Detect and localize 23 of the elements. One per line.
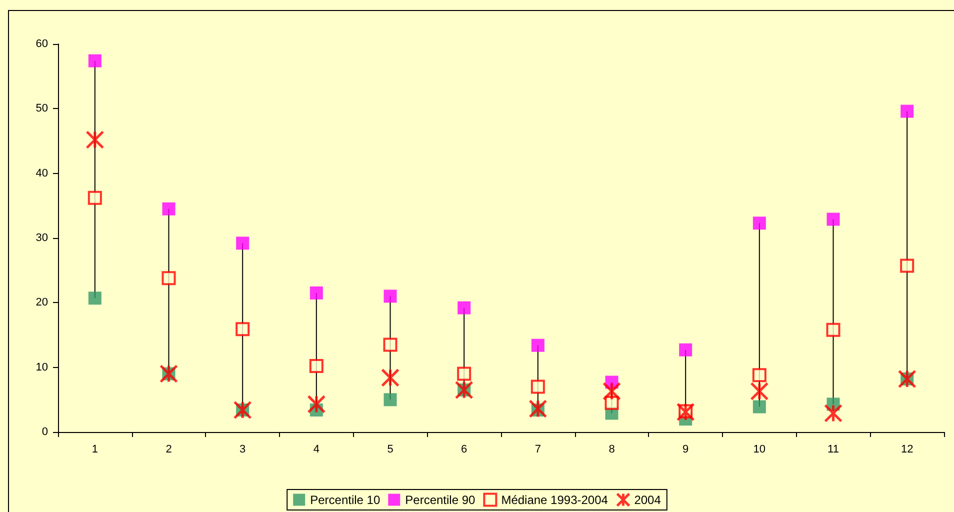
x-tick-label: 3 — [240, 444, 246, 456]
y-tick-label: 60 — [36, 38, 48, 50]
x-tick-label: 7 — [534, 444, 541, 456]
x-tick-label: 12 — [900, 444, 914, 456]
x-tick-label: 1 — [92, 444, 98, 456]
y-tick-label: 10 — [36, 361, 48, 374]
x-tick-label: 5 — [387, 444, 394, 456]
legend-label: Percentile 90 — [405, 492, 476, 507]
x-tick-label: 9 — [682, 444, 689, 456]
legend-label: Percentile 10 — [310, 492, 380, 507]
y-tick-label: 20 — [36, 296, 48, 309]
y-tick-label: 50 — [36, 102, 48, 115]
y-tick-label: 0 — [42, 426, 48, 438]
x-tick-label: 2 — [166, 444, 172, 456]
x-tick-label: 4 — [313, 444, 320, 456]
x-tick-label: 8 — [608, 444, 615, 456]
legend-label: 2004 — [634, 492, 662, 507]
y-tick-label: 30 — [36, 232, 48, 244]
x-tick-label: 11 — [828, 444, 839, 456]
legend-label: Médiane 1993-2004 — [501, 492, 608, 507]
x-tick-label: 6 — [461, 444, 468, 456]
y-tick-label: 40 — [36, 167, 48, 180]
x-tick-label: 10 — [753, 444, 766, 456]
